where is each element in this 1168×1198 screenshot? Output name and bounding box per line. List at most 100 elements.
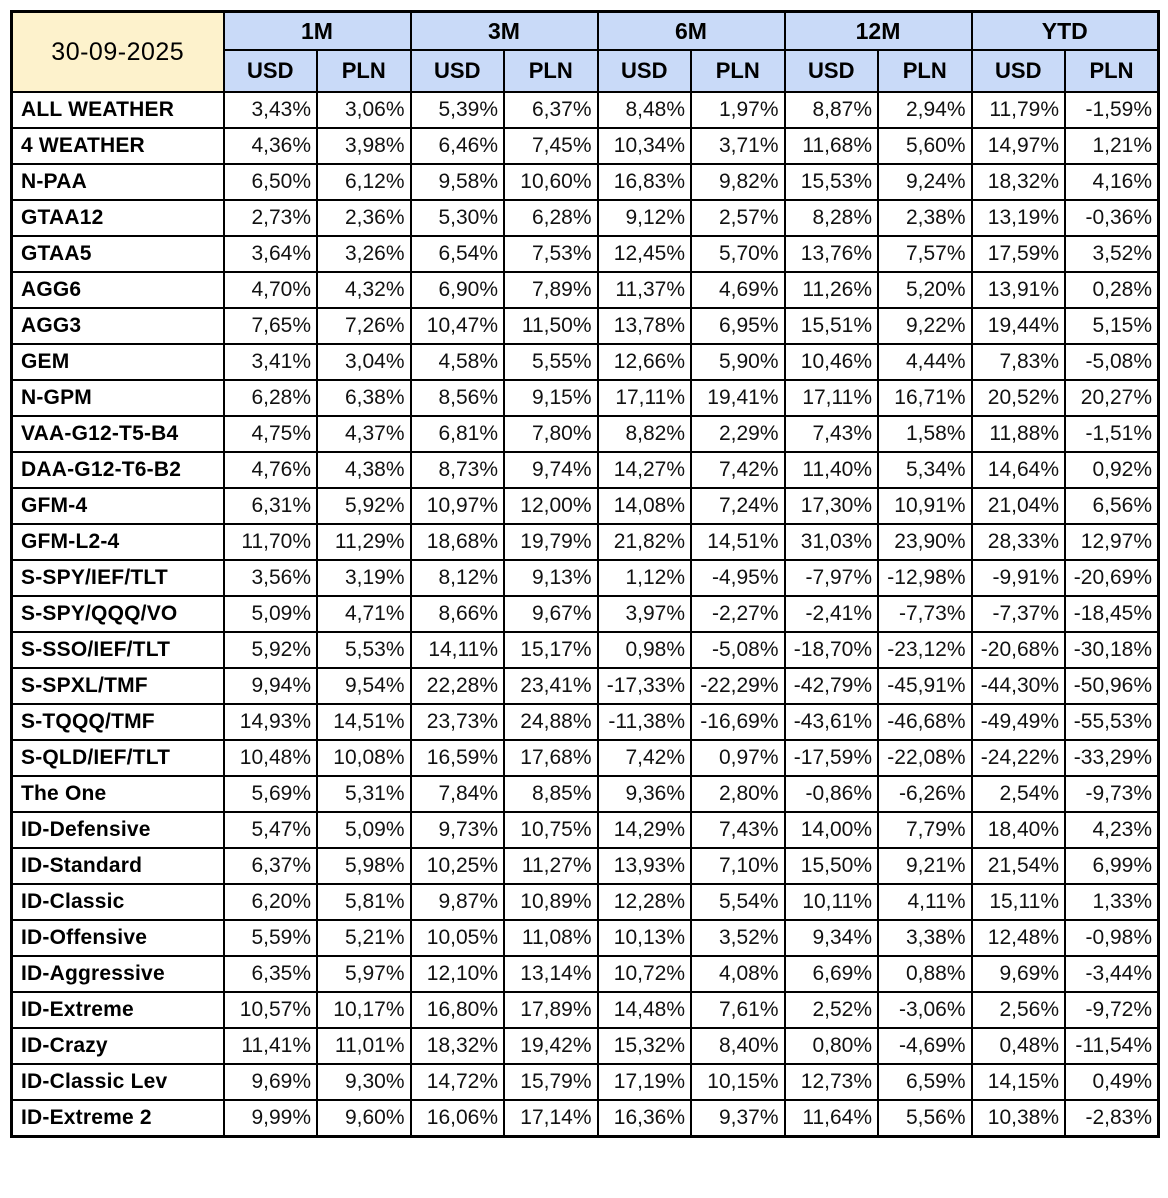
value-cell: 3,38%: [877, 919, 973, 957]
value-cell: 12,66%: [596, 343, 692, 381]
value-cell: 7,84%: [409, 775, 505, 813]
value-cell: 1,58%: [877, 415, 973, 453]
value-cell: 14,48%: [596, 991, 692, 1029]
table-row: ID-Extreme 2 9,99% 9,60% 16,06% 17,14% 16,36%…: [10, 1099, 1160, 1138]
value-cell: 14,08%: [596, 487, 692, 525]
value-cell: 4,71%: [316, 595, 412, 633]
value-cell: 14,00%: [783, 811, 879, 849]
value-cell: 7,53%: [503, 235, 599, 273]
value-cell: 20,52%: [970, 379, 1066, 417]
value-cell: 5,92%: [222, 631, 318, 669]
value-cell: 10,08%: [316, 739, 412, 777]
value-cell: 6,38%: [316, 379, 412, 417]
value-cell: 5,90%: [690, 343, 786, 381]
value-cell: 3,43%: [222, 91, 318, 129]
value-cell: 16,36%: [596, 1099, 692, 1138]
header-group-row: 30-09-2025 1M 3M 6M 12M YTD: [10, 10, 1160, 93]
value-cell: 5,39%: [409, 91, 505, 129]
value-cell: 19,41%: [690, 379, 786, 417]
value-cell: -20,68%: [970, 631, 1066, 669]
value-cell: 5,97%: [316, 955, 412, 993]
table-row: ID-Defensive 5,47% 5,09% 9,73% 10,75% 14,29% 7…: [10, 811, 1160, 849]
value-cell: 0,98%: [596, 631, 692, 669]
value-cell: 10,89%: [503, 883, 599, 921]
value-cell: 6,20%: [222, 883, 318, 921]
value-cell: 14,15%: [970, 1063, 1066, 1101]
value-cell: 16,80%: [409, 991, 505, 1029]
value-cell: 11,64%: [783, 1099, 879, 1138]
value-cell: -44,30%: [970, 667, 1066, 705]
row-label: GFM-L2-4: [10, 523, 225, 561]
value-cell: 14,97%: [970, 127, 1066, 165]
value-cell: -18,45%: [1064, 595, 1160, 633]
value-cell: 15,32%: [596, 1027, 692, 1065]
value-cell: 12,28%: [596, 883, 692, 921]
value-cell: 3,41%: [222, 343, 318, 381]
value-cell: 0,49%: [1064, 1063, 1160, 1101]
value-cell: 15,79%: [503, 1063, 599, 1101]
value-cell: -22,08%: [877, 739, 973, 777]
value-cell: 8,87%: [783, 91, 879, 129]
value-cell: 15,53%: [783, 163, 879, 201]
value-cell: 9,69%: [970, 955, 1066, 993]
value-cell: 5,09%: [316, 811, 412, 849]
value-cell: 5,09%: [222, 595, 318, 633]
value-cell: 10,97%: [409, 487, 505, 525]
value-cell: 19,79%: [503, 523, 599, 561]
performance-table-container: 30-09-2025 1M 3M 6M 12M YTD USD PLN USD PLN USD P…: [10, 10, 1160, 1138]
value-cell: -43,61%: [783, 703, 879, 741]
table-row: GFM-L2-4 11,70% 11,29% 18,68% 19,79% 21,82% 14…: [10, 523, 1160, 561]
row-label: S-SSO/IEF/TLT: [10, 631, 225, 669]
value-cell: -2,83%: [1064, 1099, 1160, 1138]
value-cell: 0,88%: [877, 955, 973, 993]
table-row: N-PAA 6,50% 6,12% 9,58% 10,60% 16,83% 9,82% 15,…: [10, 163, 1160, 201]
value-cell: 7,79%: [877, 811, 973, 849]
value-cell: 9,94%: [222, 667, 318, 705]
value-cell: 7,42%: [596, 739, 692, 777]
value-cell: 0,28%: [1064, 271, 1160, 309]
value-cell: 6,12%: [316, 163, 412, 201]
value-cell: -5,08%: [1064, 343, 1160, 381]
value-cell: 21,54%: [970, 847, 1066, 885]
value-cell: 7,80%: [503, 415, 599, 453]
value-cell: 4,32%: [316, 271, 412, 309]
value-cell: 5,70%: [690, 235, 786, 273]
row-label: ID-Defensive: [10, 811, 225, 849]
value-cell: 0,80%: [783, 1027, 879, 1065]
value-cell: 17,68%: [503, 739, 599, 777]
value-cell: 3,04%: [316, 343, 412, 381]
value-cell: -1,51%: [1064, 415, 1160, 453]
row-label: S-TQQQ/TMF: [10, 703, 225, 741]
value-cell: 6,28%: [222, 379, 318, 417]
value-cell: 2,80%: [690, 775, 786, 813]
table-row: ID-Aggressive 6,35% 5,97% 12,10% 13,14% 10,72…: [10, 955, 1160, 993]
value-cell: 9,67%: [503, 595, 599, 633]
value-cell: 3,97%: [596, 595, 692, 633]
value-cell: 6,69%: [783, 955, 879, 993]
value-cell: 6,35%: [222, 955, 318, 993]
row-label: 4 WEATHER: [10, 127, 225, 165]
value-cell: 6,37%: [222, 847, 318, 885]
value-cell: 17,89%: [503, 991, 599, 1029]
row-label: VAA-G12-T5-B4: [10, 415, 225, 453]
value-cell: 10,48%: [222, 739, 318, 777]
value-cell: 5,69%: [222, 775, 318, 813]
value-cell: 19,42%: [503, 1027, 599, 1065]
value-cell: 14,72%: [409, 1063, 505, 1101]
currency-header-6m-pln: PLN: [690, 49, 786, 93]
value-cell: 6,50%: [222, 163, 318, 201]
value-cell: 16,83%: [596, 163, 692, 201]
value-cell: 10,46%: [783, 343, 879, 381]
value-cell: 5,92%: [316, 487, 412, 525]
value-cell: 17,11%: [783, 379, 879, 417]
value-cell: 11,41%: [222, 1027, 318, 1065]
value-cell: 14,51%: [690, 523, 786, 561]
value-cell: 13,78%: [596, 307, 692, 345]
value-cell: -7,73%: [877, 595, 973, 633]
value-cell: 2,36%: [316, 199, 412, 237]
value-cell: 5,54%: [690, 883, 786, 921]
value-cell: 8,66%: [409, 595, 505, 633]
value-cell: 4,08%: [690, 955, 786, 993]
table-row: GTAA5 3,64% 3,26% 6,54% 7,53% 12,45% 5,70% 13,7…: [10, 235, 1160, 273]
value-cell: 14,11%: [409, 631, 505, 669]
